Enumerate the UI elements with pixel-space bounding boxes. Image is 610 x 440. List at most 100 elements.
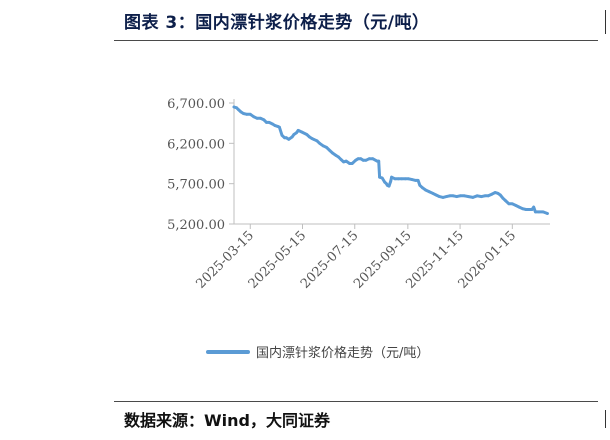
data-point: [296, 129, 300, 132]
data-point: [378, 175, 381, 179]
data-point: [496, 191, 500, 195]
data-point: [400, 177, 404, 181]
data-point: [407, 177, 411, 181]
data-point: [434, 193, 438, 197]
y-tick-label: 5,700.00: [167, 178, 225, 193]
data-point: [356, 157, 360, 161]
data-point: [483, 194, 487, 198]
data-point: [312, 137, 315, 141]
data-point: [239, 110, 243, 114]
data-point: [242, 112, 245, 115]
data-point: [421, 186, 424, 190]
data-point: [342, 160, 345, 164]
data-point: [245, 112, 249, 116]
edge-marker-bottom: [605, 410, 610, 428]
data-point: [471, 196, 475, 199]
y-tick-label: 5,200.00: [167, 218, 225, 233]
data-point: [424, 188, 428, 192]
source-note: 数据来源：Wind，大同证券: [124, 411, 330, 430]
data-point: [377, 159, 381, 163]
data-point: [273, 124, 277, 127]
figure-title: 图表 3：国内漂针浆价格走势（元/吨）: [124, 13, 430, 33]
data-point: [321, 144, 325, 148]
edge-marker: [605, 10, 610, 34]
data-point: [458, 194, 462, 198]
data-point: [252, 115, 256, 119]
data-point: [354, 158, 357, 162]
data-point: [348, 162, 351, 165]
data-point: [318, 141, 321, 145]
data-point: [315, 139, 319, 143]
data-point: [524, 208, 528, 211]
data-point: [344, 159, 348, 163]
legend-label: 国内漂针浆价格走势（元/吨）: [256, 345, 429, 361]
data-point: [292, 133, 296, 136]
data-point: [367, 157, 371, 161]
data-point: [390, 175, 393, 179]
data-point: [517, 205, 521, 209]
data-point: [334, 154, 338, 157]
data-point: [359, 157, 363, 161]
data-point: [521, 207, 524, 211]
data-point: [255, 116, 259, 120]
data-point: [397, 177, 400, 181]
data-point: [308, 135, 311, 139]
data-point: [480, 195, 483, 199]
data-point: [463, 194, 466, 198]
series-line: [232, 105, 549, 215]
data-point: [546, 212, 549, 215]
data-point: [259, 116, 262, 120]
data-point: [271, 122, 274, 126]
data-point: [467, 195, 470, 199]
data-point: [534, 210, 537, 214]
data-point: [438, 195, 441, 199]
y-tick-label: 6,700.00: [167, 97, 225, 112]
data-point: [486, 194, 490, 198]
y-axis: 5,200.00 5,700.00 6,200.00 6,700.00: [167, 97, 235, 233]
data-point: [290, 135, 294, 139]
data-point: [393, 177, 397, 181]
data-point: [431, 191, 435, 195]
data-point: [530, 208, 534, 211]
data-point: [448, 194, 452, 198]
data-point: [287, 137, 291, 141]
y-tick-label: 6,200.00: [167, 137, 225, 152]
data-point: [414, 179, 417, 182]
data-point: [262, 118, 266, 122]
data-point: [418, 183, 422, 187]
data-point: [236, 108, 240, 111]
data-point: [361, 158, 365, 162]
data-point: [490, 192, 494, 196]
data-point: [441, 196, 445, 199]
series-points: [232, 105, 549, 215]
data-point: [475, 194, 479, 198]
bottom-rule: [114, 401, 598, 402]
data-point: [300, 130, 304, 134]
data-point: [339, 158, 343, 161]
data-point: [248, 112, 252, 116]
data-point: [387, 184, 391, 188]
data-point: [501, 196, 505, 200]
data-point: [541, 210, 545, 214]
data-point: [235, 106, 239, 110]
data-point: [267, 121, 271, 124]
data-point: [537, 210, 541, 214]
data-point: [389, 179, 393, 183]
data-point: [498, 193, 502, 197]
data-point: [510, 202, 514, 206]
data-point: [514, 204, 518, 207]
series-layer: [232, 105, 549, 215]
data-point: [403, 177, 407, 181]
data-point: [331, 151, 334, 155]
data-point: [532, 205, 536, 209]
data-point: [278, 125, 281, 129]
data-point: [305, 133, 309, 136]
data-point: [328, 149, 332, 153]
data-point: [350, 162, 354, 165]
data-point: [265, 121, 268, 124]
data-point: [455, 195, 459, 199]
data-point: [232, 105, 236, 109]
data-point: [371, 157, 375, 161]
data-point: [410, 178, 414, 182]
